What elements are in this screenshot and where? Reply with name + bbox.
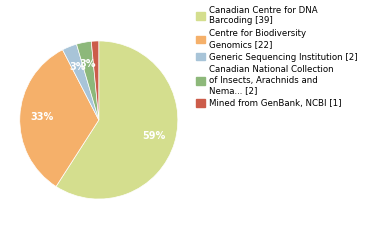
- Wedge shape: [91, 41, 99, 120]
- Wedge shape: [76, 41, 99, 120]
- Text: 33%: 33%: [30, 112, 54, 122]
- Text: 59%: 59%: [142, 131, 165, 141]
- Wedge shape: [63, 44, 99, 120]
- Legend: Canadian Centre for DNA
Barcoding [39], Centre for Biodiversity
Genomics [22], G: Canadian Centre for DNA Barcoding [39], …: [194, 4, 359, 110]
- Text: 3%: 3%: [70, 62, 86, 72]
- Text: 3%: 3%: [80, 59, 96, 69]
- Wedge shape: [20, 50, 99, 186]
- Wedge shape: [56, 41, 178, 199]
